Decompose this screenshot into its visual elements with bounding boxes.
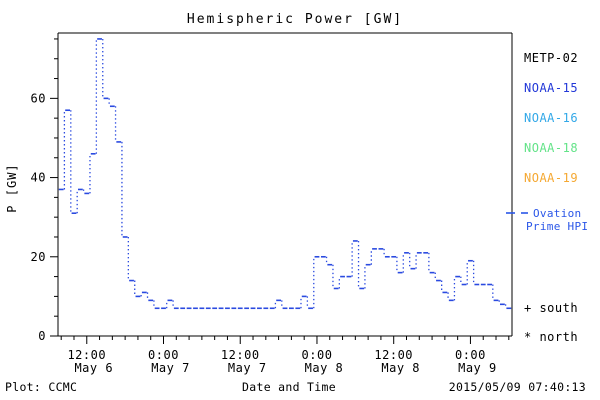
south-marker-label: + south xyxy=(524,301,579,315)
x-tick-time-label: 0:00 xyxy=(148,348,179,362)
legend-item-metp-02: METP-02 xyxy=(524,51,579,65)
y-tick-label: 20 xyxy=(31,250,46,264)
legend-item-noaa-16: NOAA-16 xyxy=(524,111,579,125)
x-tick-time-label: 12:00 xyxy=(221,348,260,362)
legend-item-noaa-15: NOAA-15 xyxy=(524,81,579,95)
y-tick-label: 40 xyxy=(31,171,46,185)
legend-item-noaa-19: NOAA-19 xyxy=(524,171,579,185)
x-tick-date-label: May 8 xyxy=(305,361,344,375)
legend-item-noaa-18: NOAA-18 xyxy=(524,141,579,155)
y-axis-label: P [GW] xyxy=(5,163,19,213)
step-line-ovation-prime-hpi xyxy=(58,38,512,310)
ovation-legend-line2: Prime HPI xyxy=(526,220,589,233)
plot-credit: Plot: CCMC xyxy=(5,380,78,394)
x-axis-title: Date and Time xyxy=(242,380,336,394)
x-tick-date-label: May 8 xyxy=(381,361,420,375)
x-tick-time-label: 12:00 xyxy=(374,348,413,362)
x-tick-date-label: May 7 xyxy=(228,361,267,375)
x-tick-date-label: May 6 xyxy=(74,361,113,375)
x-tick-time-label: 0:00 xyxy=(455,348,486,362)
x-tick-date-label: May 9 xyxy=(458,361,497,375)
north-marker-label: * north xyxy=(524,330,579,344)
ovation-legend-line1: Ovation xyxy=(533,207,582,220)
x-tick-time-label: 0:00 xyxy=(302,348,333,362)
x-tick-time-label: 12:00 xyxy=(67,348,106,362)
x-tick-date-label: May 7 xyxy=(151,361,190,375)
plot-timestamp: 2015/05/09 07:40:13 xyxy=(448,380,586,394)
y-tick-label: 0 xyxy=(38,329,46,343)
chart-title: Hemispheric Power [GW] xyxy=(186,12,404,27)
y-tick-label: 60 xyxy=(31,91,46,105)
